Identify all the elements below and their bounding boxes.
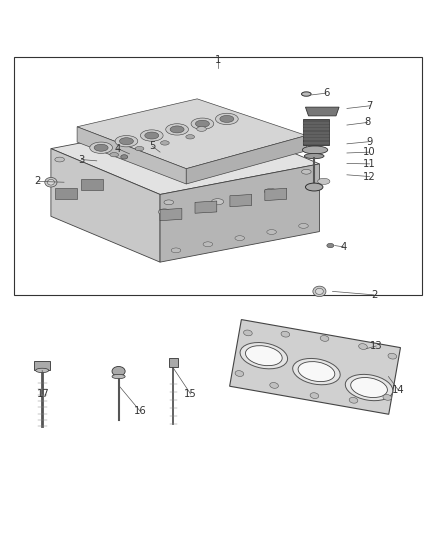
Ellipse shape (240, 343, 288, 369)
Ellipse shape (158, 209, 170, 215)
Ellipse shape (235, 236, 244, 240)
Polygon shape (186, 135, 306, 184)
Ellipse shape (121, 155, 128, 159)
Polygon shape (305, 107, 339, 116)
Ellipse shape (359, 344, 367, 350)
Polygon shape (77, 99, 306, 169)
Ellipse shape (305, 183, 323, 191)
Ellipse shape (212, 199, 224, 205)
Text: 12: 12 (363, 172, 376, 182)
Ellipse shape (293, 359, 340, 385)
Polygon shape (55, 188, 77, 199)
Ellipse shape (135, 147, 144, 151)
Ellipse shape (160, 141, 169, 145)
Text: 6: 6 (323, 88, 329, 98)
Text: 4: 4 (115, 143, 121, 154)
Ellipse shape (191, 118, 214, 130)
Ellipse shape (270, 383, 279, 389)
Bar (169, 358, 177, 367)
Ellipse shape (171, 248, 181, 253)
Text: 2: 2 (35, 176, 41, 187)
Text: 15: 15 (184, 389, 197, 399)
Ellipse shape (327, 244, 334, 248)
Ellipse shape (235, 370, 244, 376)
Text: 11: 11 (363, 159, 376, 169)
Ellipse shape (281, 332, 290, 337)
Ellipse shape (45, 177, 57, 187)
Ellipse shape (90, 142, 113, 154)
Ellipse shape (351, 377, 387, 398)
Ellipse shape (35, 368, 49, 373)
Text: 9: 9 (367, 136, 373, 147)
Polygon shape (51, 149, 160, 262)
Ellipse shape (94, 144, 108, 151)
Ellipse shape (320, 336, 329, 341)
Text: 5: 5 (149, 141, 156, 151)
Text: 16: 16 (134, 407, 147, 416)
Ellipse shape (310, 393, 319, 399)
Text: 14: 14 (392, 385, 404, 394)
Ellipse shape (349, 398, 358, 403)
Text: 17: 17 (37, 390, 50, 399)
Ellipse shape (299, 223, 308, 228)
Polygon shape (230, 195, 252, 207)
Polygon shape (265, 188, 287, 200)
Ellipse shape (267, 230, 276, 235)
Ellipse shape (186, 135, 194, 139)
Ellipse shape (141, 130, 163, 141)
Polygon shape (195, 201, 217, 213)
Ellipse shape (301, 169, 311, 174)
Ellipse shape (245, 346, 282, 366)
Ellipse shape (120, 138, 134, 144)
Ellipse shape (220, 116, 234, 123)
Ellipse shape (203, 242, 213, 247)
Ellipse shape (301, 92, 311, 96)
Ellipse shape (388, 353, 397, 359)
Ellipse shape (383, 394, 392, 400)
Polygon shape (77, 127, 186, 184)
Polygon shape (51, 118, 319, 195)
Polygon shape (160, 164, 319, 262)
Text: 10: 10 (363, 147, 376, 157)
Ellipse shape (315, 288, 323, 294)
Ellipse shape (313, 286, 326, 297)
Ellipse shape (298, 361, 335, 382)
Ellipse shape (47, 180, 54, 185)
Ellipse shape (115, 135, 138, 147)
Ellipse shape (345, 374, 393, 401)
Ellipse shape (166, 124, 188, 135)
Polygon shape (160, 208, 182, 221)
Ellipse shape (112, 367, 125, 376)
Ellipse shape (302, 146, 328, 154)
Ellipse shape (318, 179, 330, 184)
Ellipse shape (55, 157, 64, 162)
Text: 7: 7 (367, 101, 373, 111)
Ellipse shape (112, 374, 125, 379)
Ellipse shape (164, 200, 173, 205)
Ellipse shape (145, 132, 159, 139)
Ellipse shape (304, 154, 324, 159)
Text: 3: 3 (78, 155, 85, 165)
Polygon shape (230, 320, 400, 414)
Bar (34, 361, 50, 370)
Text: 4: 4 (340, 242, 346, 252)
Bar (14, 57, 422, 295)
Ellipse shape (265, 189, 277, 195)
Text: 8: 8 (364, 117, 371, 127)
Text: 2: 2 (371, 290, 377, 300)
Text: 1: 1 (215, 55, 221, 65)
Ellipse shape (215, 113, 238, 125)
Ellipse shape (244, 330, 252, 336)
Text: 13: 13 (370, 341, 382, 351)
Ellipse shape (197, 126, 206, 131)
Ellipse shape (195, 120, 209, 127)
Ellipse shape (170, 126, 184, 133)
Bar (303, 119, 329, 144)
Ellipse shape (110, 152, 119, 157)
Polygon shape (81, 179, 103, 190)
